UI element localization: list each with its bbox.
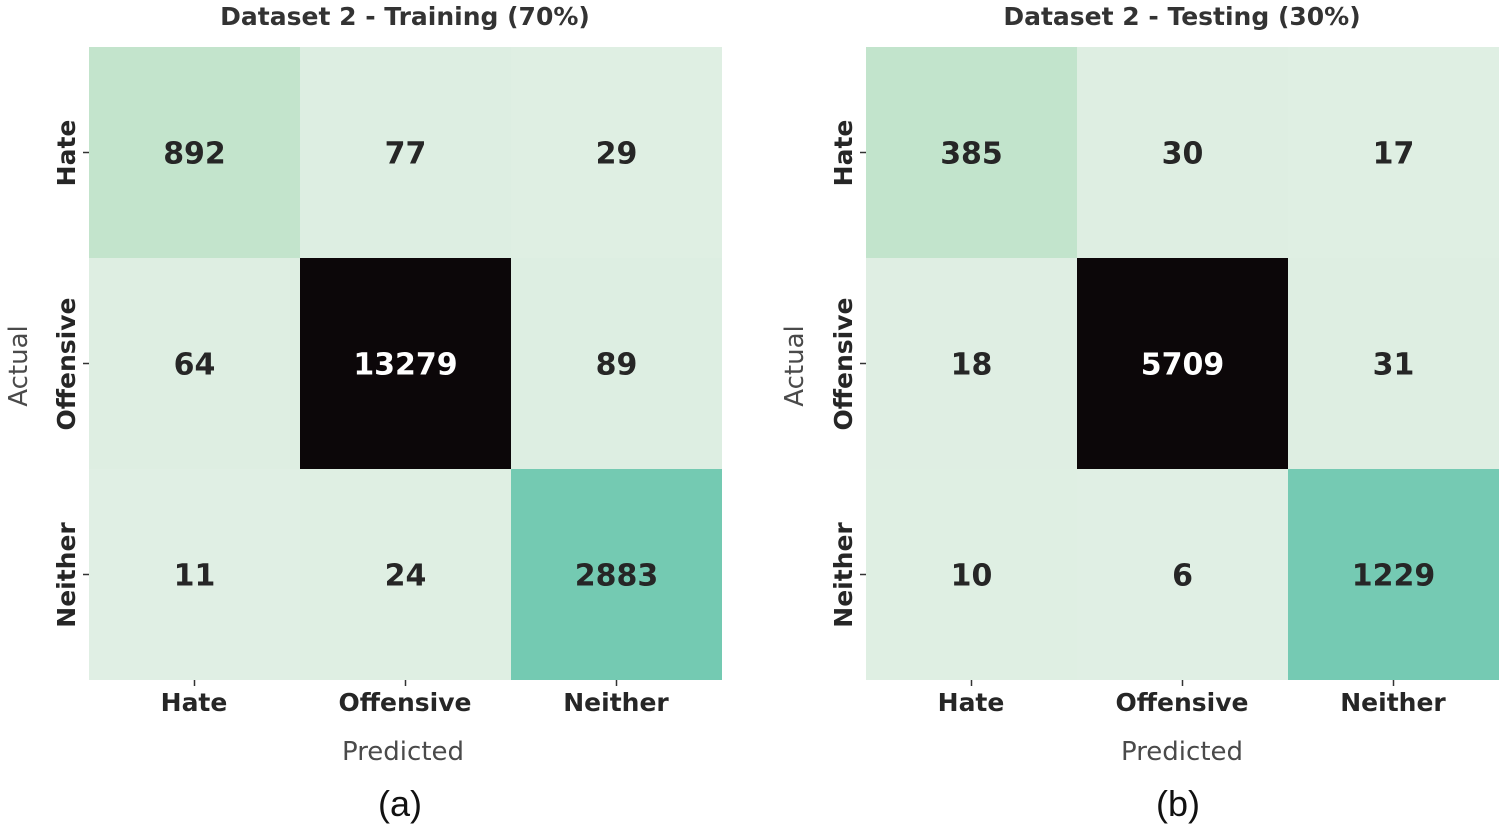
x-axis-label: Predicted <box>342 737 464 767</box>
cell-value-label: 30 <box>1162 137 1204 172</box>
heatmap-cell <box>511 469 722 680</box>
y-axis-label: Actual <box>4 325 34 406</box>
cell-value-label: 6 <box>1172 559 1193 594</box>
cell-value-label: 10 <box>951 559 993 594</box>
heatmap-cell <box>1288 47 1499 258</box>
cell-value-label: 24 <box>385 559 427 594</box>
heatmap-cells: 892 77 29 64 13279 89 11 24 2883 <box>89 47 722 680</box>
cell-value-label: 2883 <box>575 559 659 594</box>
cell-value-label: 892 <box>163 137 226 172</box>
y-tick-label: Offensive <box>829 298 858 431</box>
heatmap-cell <box>866 47 1077 258</box>
cell-value-label: 17 <box>1373 137 1415 172</box>
y-tick-label: Neither <box>829 522 858 628</box>
x-tick-label: Hate <box>161 688 228 717</box>
y-tick-label: Neither <box>52 522 81 628</box>
cell-value-label: 77 <box>385 137 427 172</box>
heatmap-cell <box>89 47 300 258</box>
y-tick-label: Hate <box>829 120 858 187</box>
heatmap-cell <box>89 258 300 469</box>
cell-value-label: 1229 <box>1352 559 1436 594</box>
cell-value-label: 89 <box>596 348 638 383</box>
x-axis-label: Predicted <box>1121 737 1243 767</box>
cell-value-label: 385 <box>940 137 1003 172</box>
heatmap-cell <box>866 258 1077 469</box>
heatmap-cell <box>89 469 300 680</box>
x-tick-label: Neither <box>563 688 669 717</box>
heatmap-cell <box>300 469 511 680</box>
heatmap-cells: 385 30 17 18 5709 31 10 6 1229 <box>866 47 1499 680</box>
heatmap-cell <box>866 469 1077 680</box>
heatmap-cell <box>511 47 722 258</box>
y-tick-label: Offensive <box>52 298 81 431</box>
panel-caption: (b) <box>1156 783 1200 824</box>
tick-marks <box>83 151 618 686</box>
tick-marks <box>860 151 1395 686</box>
cell-value-label: 11 <box>174 559 216 594</box>
cell-value-label: 5709 <box>1141 348 1225 383</box>
x-tick-label: Neither <box>1340 688 1446 717</box>
panel-caption: (a) <box>378 783 422 824</box>
x-tick-label: Offensive <box>339 688 472 717</box>
heatmap-cell <box>1077 258 1288 469</box>
chart-title: Dataset 2 - Training (70%) <box>220 2 590 31</box>
heatmap-cell <box>1077 47 1288 258</box>
y-tick-label: Hate <box>52 120 81 187</box>
heatmap-cell <box>300 258 511 469</box>
cell-value-label: 18 <box>951 348 993 383</box>
cell-value-label: 31 <box>1373 348 1415 383</box>
heatmap-cell <box>1288 469 1499 680</box>
cell-value-label: 64 <box>174 348 216 383</box>
x-tick-label: Offensive <box>1116 688 1249 717</box>
heatmap-cell <box>511 258 722 469</box>
y-axis-label: Actual <box>780 325 810 406</box>
cell-value-label: 13279 <box>353 348 457 383</box>
x-tick-label: Hate <box>938 688 1005 717</box>
panel-training: Dataset 2 - Training (70%) 892 77 29 64 1327… <box>4 2 722 824</box>
heatmap-cell <box>1077 469 1288 680</box>
heatmap-cell <box>1288 258 1499 469</box>
heatmap-cell <box>300 47 511 258</box>
cell-value-label: 29 <box>596 137 638 172</box>
chart-title: Dataset 2 - Testing (30%) <box>1003 2 1360 31</box>
